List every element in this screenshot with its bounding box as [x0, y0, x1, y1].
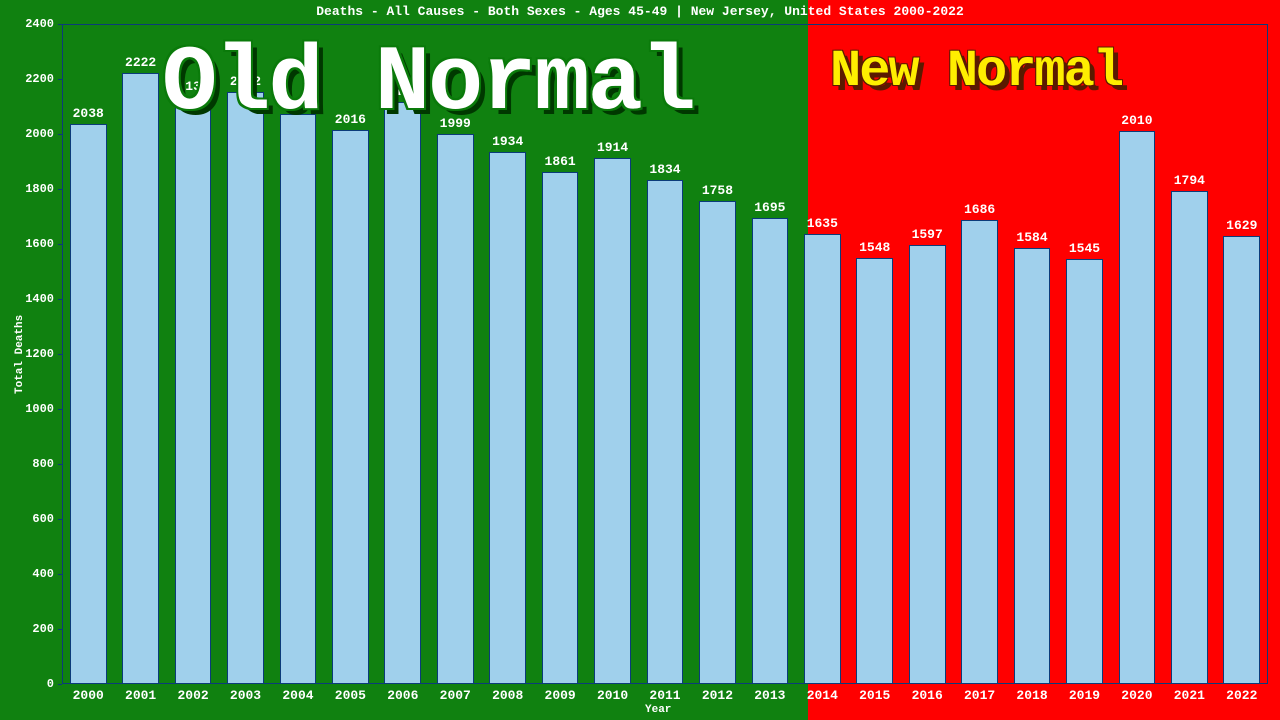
bar-value-label: 1597 — [912, 227, 943, 242]
bar-value-label: 1934 — [492, 134, 523, 149]
x-tick-label: 2008 — [492, 688, 523, 703]
bar-value-label: 2038 — [73, 106, 104, 121]
bar — [647, 180, 684, 684]
x-tick-label: 2010 — [597, 688, 628, 703]
y-tick-label: 1400 — [0, 292, 54, 306]
bar-value-label: 1695 — [754, 200, 785, 215]
x-tick-label: 2011 — [649, 688, 680, 703]
overlay-new-normal: New Normal — [830, 46, 1122, 98]
bar — [594, 158, 631, 684]
bar-value-label: 1686 — [964, 202, 995, 217]
bar — [752, 218, 789, 684]
x-tick-label: 2009 — [545, 688, 576, 703]
bar-value-label: 2010 — [1121, 113, 1152, 128]
x-tick-label: 2005 — [335, 688, 366, 703]
bar — [909, 245, 946, 684]
chart-title: Deaths - All Causes - Both Sexes - Ages … — [0, 4, 1280, 19]
bar — [175, 97, 212, 684]
bar — [280, 114, 317, 684]
y-tick-label: 2400 — [0, 17, 54, 31]
bar — [699, 201, 736, 684]
bar-value-label: 1545 — [1069, 241, 1100, 256]
bar — [1014, 248, 1051, 684]
bar — [122, 73, 159, 684]
y-tick-label: 1800 — [0, 182, 54, 196]
y-tick-label: 1000 — [0, 402, 54, 416]
x-tick-label: 2000 — [73, 688, 104, 703]
bar-value-label: 1758 — [702, 183, 733, 198]
bar — [542, 172, 579, 684]
bar-value-label: 1635 — [807, 216, 838, 231]
y-tick-label: 1200 — [0, 347, 54, 361]
x-tick-label: 2012 — [702, 688, 733, 703]
x-tick-label: 2019 — [1069, 688, 1100, 703]
bar — [227, 92, 264, 684]
x-tick-label: 2014 — [807, 688, 838, 703]
bar-value-label: 1861 — [545, 154, 576, 169]
y-tick-label: 400 — [0, 567, 54, 581]
bar-value-label: 1794 — [1174, 173, 1205, 188]
overlay-old-normal: Old Normal — [162, 38, 694, 130]
overlay-new-normal-text: New Normal — [830, 42, 1122, 101]
x-tick-label: 2021 — [1174, 688, 1205, 703]
bar — [437, 134, 474, 684]
bar — [332, 130, 369, 684]
y-tick-label: 2000 — [0, 127, 54, 141]
bar — [1171, 191, 1208, 684]
x-tick-label: 2015 — [859, 688, 890, 703]
bar-value-label: 1629 — [1226, 218, 1257, 233]
x-tick-label: 2002 — [177, 688, 208, 703]
x-tick-label: 2016 — [912, 688, 943, 703]
bar — [489, 152, 526, 684]
y-tick-label: 2200 — [0, 72, 54, 86]
bar-value-label: 1834 — [649, 162, 680, 177]
x-tick-label: 2022 — [1226, 688, 1257, 703]
bar — [1066, 259, 1103, 684]
chart-canvas: Deaths - All Causes - Both Sexes - Ages … — [0, 0, 1280, 720]
x-tick-label: 2003 — [230, 688, 261, 703]
bar-value-label: 1584 — [1016, 230, 1047, 245]
x-tick-label: 2001 — [125, 688, 156, 703]
bar — [961, 220, 998, 684]
bar — [856, 258, 893, 684]
bar — [384, 102, 421, 684]
x-axis-label: Year — [645, 704, 671, 716]
x-tick-label: 2007 — [440, 688, 471, 703]
y-tick-label: 200 — [0, 622, 54, 636]
bar-value-label: 2222 — [125, 55, 156, 70]
overlay-old-normal-text: Old Normal — [162, 31, 694, 136]
y-tick-label: 0 — [0, 677, 54, 691]
bar — [1223, 236, 1260, 684]
x-tick-label: 2004 — [282, 688, 313, 703]
x-tick-label: 2020 — [1121, 688, 1152, 703]
bar-value-label: 1548 — [859, 240, 890, 255]
bar — [804, 234, 841, 684]
y-tick-label: 600 — [0, 512, 54, 526]
y-tick-label: 1600 — [0, 237, 54, 251]
bar — [1119, 131, 1156, 684]
y-tick-label: 800 — [0, 457, 54, 471]
bar-value-label: 1914 — [597, 140, 628, 155]
x-tick-label: 2018 — [1016, 688, 1047, 703]
x-tick-label: 2006 — [387, 688, 418, 703]
x-tick-label: 2017 — [964, 688, 995, 703]
x-tick-label: 2013 — [754, 688, 785, 703]
bar — [70, 124, 107, 684]
